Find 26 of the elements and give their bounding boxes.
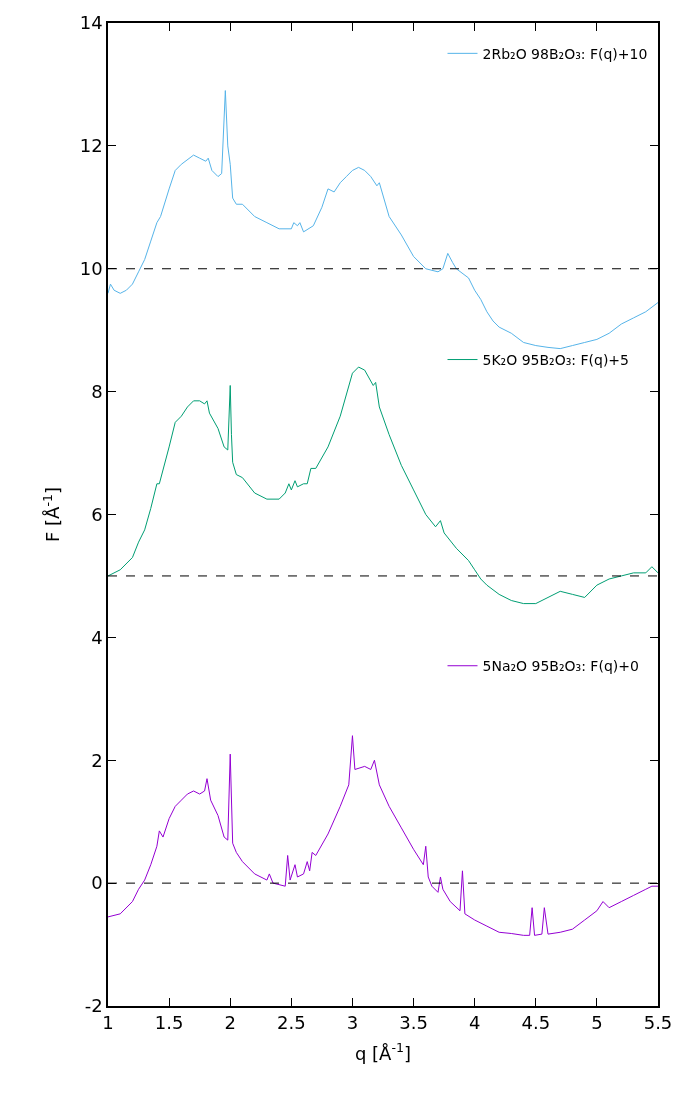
x-tick-label: 5.5: [643, 1012, 673, 1034]
x-tick-label: 4: [468, 1012, 481, 1034]
line-series: [108, 735, 658, 936]
x-tick-label: 3: [346, 1012, 359, 1034]
y-tick-label: 4: [91, 626, 103, 648]
x-tick-label: 3.5: [399, 1012, 428, 1034]
y-tick-label: -2: [84, 995, 103, 1017]
x-axis-title: q [Å$^{-1}$]: [354, 1040, 412, 1064]
legend-label: 5Na₂O 95B₂O₃: F(q)+0: [482, 658, 639, 675]
line-series: [108, 90, 658, 350]
line-series: [108, 366, 658, 605]
legend-label: 2Rb₂O 98B₂O₃: F(q)+10: [482, 45, 648, 62]
y-tick-label: 14: [79, 12, 103, 34]
x-tick-label: 4.5: [521, 1012, 551, 1034]
y-tick-label: 8: [91, 380, 103, 402]
y-tick-label: 2: [91, 749, 103, 771]
y-tick-label: 0: [91, 872, 103, 894]
x-tick-label: 2.5: [277, 1012, 306, 1034]
x-tick-label: 2: [224, 1012, 236, 1034]
x-tick-label: 1: [102, 1012, 114, 1034]
x-tick-label: 5: [591, 1012, 603, 1034]
y-tick-label: 10: [79, 258, 103, 280]
y-tick-label: 6: [91, 503, 103, 525]
y-tick-label: 12: [79, 135, 103, 157]
x-tick-label: 1.5: [154, 1012, 184, 1034]
legend-label: 5K₂O 95B₂O₃: F(q)+5: [482, 352, 630, 369]
